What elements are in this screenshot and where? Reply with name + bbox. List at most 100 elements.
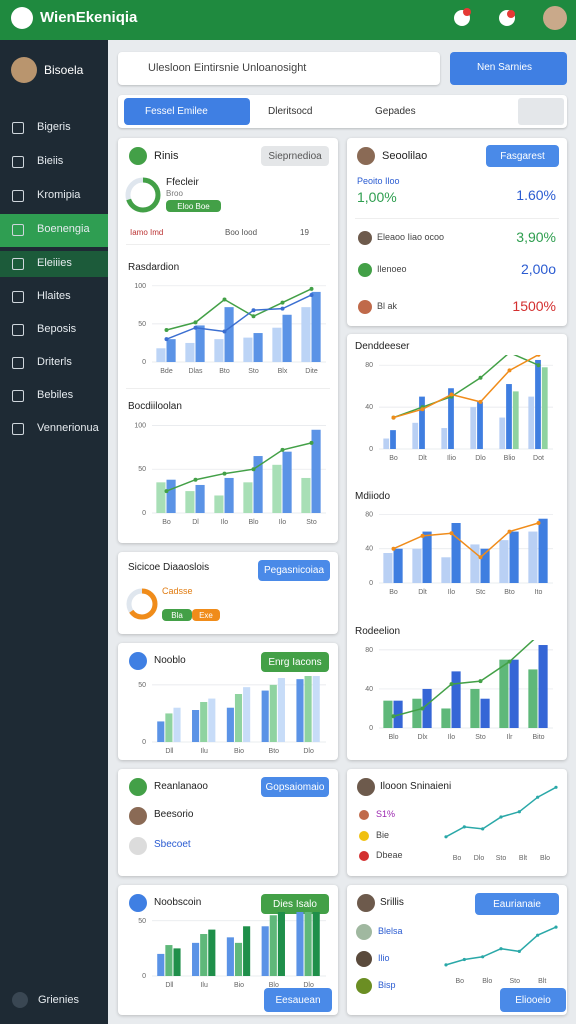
search-input[interactable] xyxy=(118,52,440,85)
bar xyxy=(480,698,490,728)
ring-sub: Broo xyxy=(166,189,183,198)
nav-item: Eleiiies xyxy=(37,257,72,269)
nav-icon xyxy=(12,156,24,168)
nav-icon xyxy=(12,324,24,336)
y-tick-label: 50 xyxy=(138,321,146,328)
trend-line xyxy=(166,294,312,340)
tab-active[interactable] xyxy=(124,98,250,125)
ring-label: Cadsse xyxy=(162,586,193,596)
bar xyxy=(272,464,282,513)
y-tick-label: 80 xyxy=(365,362,373,369)
chart-title: Mdiiodo xyxy=(355,491,391,502)
y-tick-label: 50 xyxy=(138,682,146,689)
sidebar-footer: Grienies xyxy=(38,994,79,1006)
sidebar-avatar xyxy=(11,57,37,83)
x-tick-label: Sto xyxy=(496,855,507,862)
x-tick-label: Blo xyxy=(269,982,279,989)
nav-item: Hlaites xyxy=(37,290,71,302)
bar xyxy=(304,912,312,976)
line-point xyxy=(536,521,541,525)
chart-title: Rasdardion xyxy=(128,262,180,273)
item-icon xyxy=(359,831,369,841)
bar xyxy=(214,339,224,362)
bar xyxy=(173,948,181,976)
button[interactable]: Eaurianaie xyxy=(475,893,559,915)
item-label: Ilio xyxy=(378,953,390,963)
nav-icon xyxy=(12,224,24,236)
x-tick-label: Ilo xyxy=(221,519,229,526)
x-tick-label: Dlas xyxy=(188,368,203,375)
sidebar xyxy=(0,40,108,1024)
divider xyxy=(126,388,330,389)
x-tick-label: Bde xyxy=(160,368,173,375)
y-tick-label: 100 xyxy=(134,422,146,429)
item-icon xyxy=(359,810,369,820)
row-avatar xyxy=(129,807,147,825)
row-avatar xyxy=(358,231,372,245)
row-label: Sbecoet xyxy=(154,839,191,850)
line-point xyxy=(481,955,485,959)
x-tick-label: Blt xyxy=(519,855,527,862)
button[interactable]: Eloo Boe xyxy=(166,200,221,212)
bar xyxy=(234,942,243,976)
x-tick-label: Bito xyxy=(532,734,544,741)
button[interactable]: Pegasnicoiaa xyxy=(258,560,330,581)
button[interactable]: Sieprnedioa xyxy=(261,146,329,166)
bar xyxy=(499,659,509,728)
bar xyxy=(200,702,208,742)
button[interactable]: Fasgarest xyxy=(486,145,559,167)
bar xyxy=(253,456,263,513)
bar xyxy=(157,721,165,742)
bar xyxy=(448,388,454,449)
chart-title: Bocdiiloolan xyxy=(128,401,182,412)
x-tick-label: Sto xyxy=(248,368,259,375)
bar xyxy=(312,676,320,742)
line-point xyxy=(507,659,512,664)
button[interactable]: Enrg Iacons xyxy=(261,652,329,672)
card-avatar xyxy=(357,147,375,165)
bar xyxy=(301,477,311,513)
y-tick-label: 50 xyxy=(138,918,146,925)
button[interactable]: Eliooeio xyxy=(500,988,566,1012)
y-tick-label: 40 xyxy=(365,546,373,553)
button[interactable]: Bla xyxy=(162,609,192,621)
line-point xyxy=(280,300,285,305)
line-point xyxy=(554,785,558,789)
trend-line xyxy=(445,786,557,838)
x-tick-label: Blo xyxy=(540,855,550,862)
button[interactable]: Eesauean xyxy=(264,988,332,1012)
bar xyxy=(419,396,425,449)
bar xyxy=(195,325,205,362)
x-tick-label: Dot xyxy=(533,455,544,462)
bar xyxy=(277,912,285,976)
bar xyxy=(253,333,263,362)
bar xyxy=(156,348,166,362)
card-title: Seoolilao xyxy=(382,150,428,162)
bar xyxy=(224,477,234,513)
x-tick-label: Dlo xyxy=(474,855,485,862)
button[interactable]: Gopsaiomaio xyxy=(261,777,329,797)
y-tick-label: 0 xyxy=(369,580,373,587)
line-point xyxy=(462,825,466,829)
user-avatar xyxy=(543,6,567,30)
y-tick-label: 0 xyxy=(369,725,373,732)
x-tick-label: Stc xyxy=(475,589,486,596)
search-button[interactable] xyxy=(450,52,567,85)
bar xyxy=(166,339,176,362)
button[interactable]: Dies Isalo xyxy=(261,894,329,914)
y-tick-label: 0 xyxy=(142,739,146,746)
bar xyxy=(441,708,451,728)
line-point xyxy=(499,815,503,819)
tab-label: Gepades xyxy=(375,106,416,117)
button[interactable]: Exe xyxy=(192,609,220,621)
tab-filter[interactable] xyxy=(518,98,564,125)
stat-big: 1,00% xyxy=(357,189,397,205)
bar xyxy=(312,912,320,976)
bar xyxy=(226,707,234,742)
bar xyxy=(480,548,490,583)
trend-line xyxy=(393,522,539,559)
y-tick-label: 50 xyxy=(138,466,146,473)
row-label: Bl ak xyxy=(377,301,398,311)
bar xyxy=(499,540,509,583)
